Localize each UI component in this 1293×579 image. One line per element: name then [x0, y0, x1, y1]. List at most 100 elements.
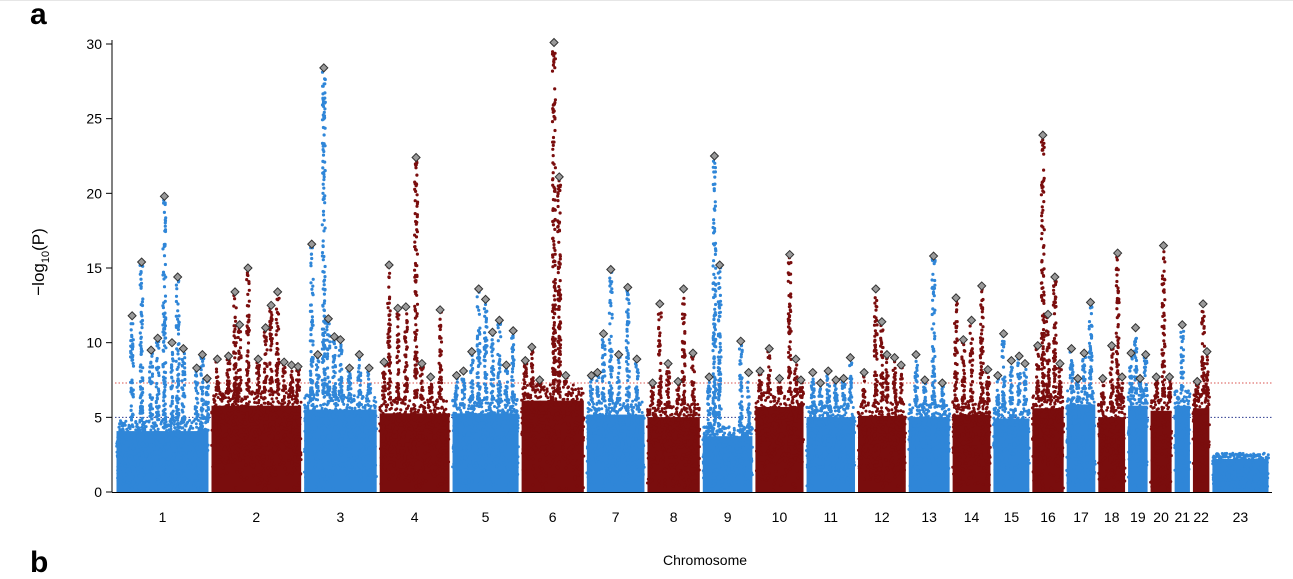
- lead-snp-chr2-9: [272, 287, 283, 297]
- lead-snp-chr5-7: [494, 315, 505, 325]
- chromosome-9-points: [701, 159, 754, 492]
- x-tick-label-chr11: 11: [823, 509, 838, 525]
- x-tick-label-chr10: 10: [772, 509, 788, 525]
- chromosome-12-background-snps: [856, 401, 907, 489]
- lead-snp-chr15-1: [993, 370, 1003, 381]
- lead-snp-chr7-5: [613, 349, 624, 360]
- lead-variant-markers: [127, 37, 1212, 388]
- chromosome-1-peak-6-snps: [169, 342, 175, 422]
- chromosome-1-peak-5-snps: [161, 198, 168, 422]
- lead-snp-chr8-2: [655, 299, 665, 309]
- chromosome-11-peak-2-snps: [817, 384, 824, 406]
- chromosome-20-points: [1149, 244, 1173, 492]
- chromosome-17-peak-4-snps: [1087, 302, 1094, 390]
- chromosome-6-peak-2-snps: [528, 349, 535, 386]
- top-border: [0, 0, 1293, 1]
- chromosome-8-peak-2-snps: [656, 303, 663, 405]
- lead-snp-chr4-4: [401, 302, 411, 312]
- chromosome-10-peak-4-snps: [786, 253, 793, 394]
- chromosome-8-peak-5-snps: [680, 288, 687, 406]
- x-tick-label-chr8: 8: [670, 509, 678, 525]
- lead-snp-chr8-6: [688, 348, 698, 358]
- lead-snp-chr19-4: [1141, 349, 1151, 360]
- chromosome-3-peak-7-snps: [346, 369, 353, 397]
- chromosome-3-peak-6-snps: [337, 343, 344, 397]
- lead-snp-chr1-10: [197, 349, 208, 360]
- chromosome-12-peak-5-snps: [891, 356, 898, 404]
- lead-snp-chr9-2: [709, 151, 720, 161]
- lead-snp-chr1-11: [202, 373, 212, 384]
- chromosome-22-points: [1191, 309, 1211, 492]
- chromosome-2-peak-8-snps: [268, 303, 275, 392]
- chromosome-15-peak-4-snps: [1016, 355, 1023, 406]
- chromosome-20-peak-3-snps: [1166, 378, 1173, 398]
- y-tick-label-25: 25: [86, 111, 102, 127]
- panel-label-a: a: [30, 0, 47, 31]
- x-tick-label-chr18: 18: [1104, 509, 1120, 525]
- chromosome-2-peak-1-snps: [214, 359, 221, 392]
- lead-snp-chr10-5: [791, 354, 801, 364]
- chromosome-5-peak-8-snps: [503, 364, 510, 401]
- lead-snp-chr7-4: [606, 264, 616, 275]
- chromosome-4-peak-2-snps: [386, 263, 393, 401]
- chromosome-5-peak-4-snps: [475, 288, 482, 401]
- chromosome-7-points: [585, 270, 646, 492]
- chromosome-22-peak-3-snps: [1203, 350, 1210, 395]
- chromosome-11-peak-4-snps: [832, 382, 839, 406]
- lead-snp-chr3-4: [323, 314, 334, 324]
- chromosome-19-peak-1-snps: [1128, 352, 1134, 392]
- chromosome-16-points: [1030, 133, 1066, 493]
- lead-snp-chr9-3: [714, 260, 725, 270]
- chromosome-4-points: [378, 156, 451, 492]
- chromosome-18-peak-3-snps: [1114, 253, 1121, 405]
- lead-snp-chr16-4: [1050, 272, 1060, 282]
- chromosome-16-peak-3-snps: [1044, 316, 1051, 395]
- chromosome-15-peak-3-snps: [1008, 365, 1015, 406]
- chromosome-7-peak-4-snps: [607, 270, 614, 403]
- chromosome-18-background-snps: [1096, 402, 1127, 492]
- chromosome-10-points: [754, 253, 805, 492]
- lead-snp-chr1-1: [127, 311, 137, 321]
- lead-snp-chr11-3: [823, 366, 833, 376]
- lead-snp-chr6-5: [554, 172, 564, 182]
- chromosome-14-points: [951, 287, 992, 492]
- chromosome-5-points: [451, 288, 520, 494]
- lead-snp-chr16-2: [1038, 130, 1048, 140]
- lead-snp-chr12-6: [896, 360, 906, 370]
- chromosome-22-peak-2-snps: [1200, 309, 1207, 395]
- lead-snp-chr12-2: [871, 284, 881, 294]
- chromosome-14-background-snps: [951, 399, 992, 488]
- y-tick-label-30: 30: [86, 36, 102, 52]
- x-tick-label-chr16: 16: [1040, 509, 1056, 525]
- x-tick-label-chr9: 9: [724, 509, 732, 525]
- lead-snp-chr1-9: [191, 363, 202, 373]
- chromosome-1-peak-2-snps: [138, 261, 145, 422]
- chromosome-21-points: [1173, 323, 1192, 492]
- lead-snp-chr16-5: [1055, 358, 1065, 369]
- lead-snp-chr1-2: [136, 257, 147, 267]
- chromosome-4-peak-6-snps: [418, 362, 425, 401]
- chromosome-12-points: [856, 296, 907, 492]
- chromosome-10-peak-1-snps: [757, 371, 763, 393]
- chromosome-12-peak-6-snps: [898, 363, 904, 404]
- chromosome-4-background-snps: [378, 397, 451, 489]
- lead-snp-chr5-1: [451, 370, 462, 381]
- chromosome-19-peak-4-snps: [1142, 353, 1149, 393]
- lead-snp-chr19-1: [1126, 348, 1136, 358]
- lead-snp-chr17-4: [1085, 297, 1096, 308]
- y-axis-label-subscript: 10: [40, 251, 52, 263]
- chromosome-18-peak-4-snps: [1119, 381, 1126, 405]
- lead-snp-chr17-3: [1079, 348, 1089, 358]
- y-tick-label-0: 0: [94, 484, 102, 500]
- lead-snp-chr19-2: [1130, 323, 1141, 333]
- y-tick-label-20: 20: [86, 185, 102, 201]
- panel-label-b: b: [30, 546, 49, 579]
- chromosome-2-peak-3-snps: [232, 293, 238, 392]
- x-tick-label-chr14: 14: [964, 509, 980, 525]
- chromosome-10-peak-2-snps: [766, 347, 773, 394]
- lead-snp-chr7-2: [592, 367, 603, 378]
- chromosome-5-peak-2-snps: [460, 377, 467, 401]
- chromosome-19-band: [1128, 405, 1148, 492]
- x-tick-label-chr20: 20: [1153, 509, 1169, 525]
- lead-snp-chr17-2: [1073, 373, 1083, 384]
